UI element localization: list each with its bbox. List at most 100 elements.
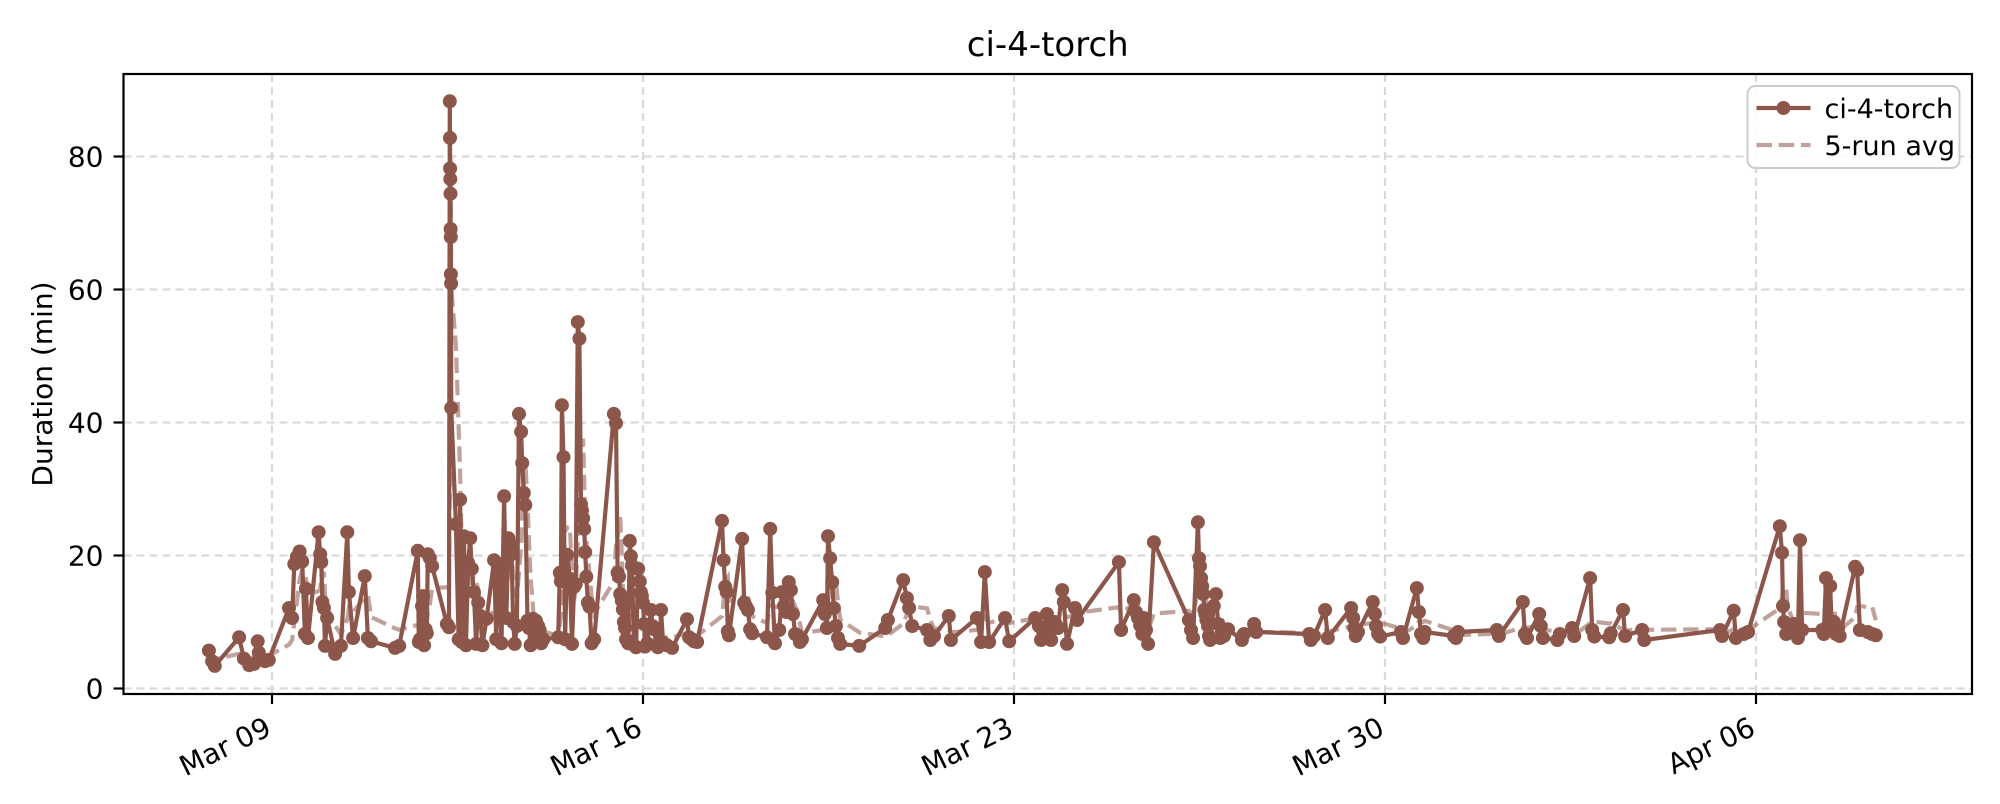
data-point-marker <box>1533 619 1548 633</box>
data-point-marker <box>509 619 524 633</box>
data-point-marker <box>565 636 579 651</box>
data-point-marker <box>463 531 478 546</box>
data-point-marker <box>1060 636 1074 651</box>
chart-title: ci-4-torch <box>967 25 1129 65</box>
data-point-marker <box>719 585 734 600</box>
data-point-marker <box>1044 633 1059 647</box>
data-point-marker <box>612 569 627 584</box>
y-tick-label: 60 <box>68 274 104 307</box>
data-point-marker <box>479 611 494 626</box>
data-point-marker <box>1795 623 1810 637</box>
data-point-marker <box>232 630 247 645</box>
data-point-marker <box>680 612 694 627</box>
data-point-marker <box>1186 631 1201 645</box>
y-tick-label: 80 <box>68 141 104 174</box>
data-point-marker <box>443 230 458 244</box>
data-point-marker <box>464 561 479 576</box>
data-point-marker <box>572 331 587 346</box>
x-tick-label: Mar 16 <box>545 711 647 783</box>
data-point-marker <box>1367 607 1382 621</box>
data-point-marker <box>1603 626 1618 641</box>
data-point-marker <box>364 634 379 649</box>
data-point-marker <box>1823 579 1838 594</box>
data-point-marker <box>941 609 956 623</box>
data-point-marker <box>1051 621 1065 635</box>
data-point-marker <box>442 94 457 109</box>
data-point-marker <box>927 629 941 643</box>
data-point-marker <box>654 603 668 617</box>
data-point-marker <box>516 486 531 500</box>
data-point-marker <box>1775 545 1789 560</box>
data-point-marker <box>1136 611 1151 625</box>
data-point-marker <box>298 581 313 596</box>
data-point-marker <box>285 611 300 625</box>
data-point-marker <box>745 626 760 641</box>
data-point-marker <box>318 638 332 653</box>
data-point-marker <box>1515 595 1530 609</box>
y-tick-label: 40 <box>68 407 104 440</box>
x-tick-label: Mar 30 <box>1287 711 1389 783</box>
data-point-marker <box>823 551 838 566</box>
data-point-marker <box>833 636 848 651</box>
x-tick-label: Mar 23 <box>916 711 1018 783</box>
data-point-marker <box>1237 627 1251 641</box>
data-point-marker <box>783 583 798 598</box>
data-point-marker <box>443 161 458 176</box>
data-point-marker <box>1318 603 1333 617</box>
axis-ticks <box>113 155 1758 704</box>
data-point-marker <box>512 406 526 421</box>
data-point-marker <box>443 186 458 201</box>
data-point-marker <box>443 172 458 187</box>
data-point-marker <box>852 638 867 653</box>
data-point-marker <box>1567 629 1582 643</box>
legend-sample-marker <box>1776 101 1791 115</box>
data-point-marker <box>582 599 597 614</box>
data-point-marker <box>1583 571 1598 586</box>
data-point-marker <box>443 130 457 145</box>
main-series <box>201 94 1883 673</box>
data-point-marker <box>1196 587 1211 602</box>
plot-border <box>122 72 1974 696</box>
data-point-marker <box>1307 629 1321 643</box>
data-point-marker <box>768 636 782 651</box>
data-point-marker <box>1221 622 1236 637</box>
data-point-marker <box>665 640 680 655</box>
data-point-marker <box>504 547 519 562</box>
data-point-marker <box>301 631 315 645</box>
data-point-marker <box>1451 625 1466 639</box>
data-point-marker <box>201 643 216 658</box>
data-point-marker <box>1417 625 1432 639</box>
data-point-marker <box>346 631 361 645</box>
data-point-marker <box>735 531 750 546</box>
data-point-marker <box>969 611 984 625</box>
data-point-marker <box>615 602 630 617</box>
data-point-marker <box>1741 625 1756 639</box>
data-point-marker <box>1114 623 1129 637</box>
data-point-marker <box>1491 629 1506 643</box>
data-point-marker <box>1373 629 1388 644</box>
data-point-marker <box>1055 583 1070 598</box>
data-point-marker <box>320 611 335 625</box>
data-point-marker <box>471 595 486 610</box>
data-point-marker <box>1190 515 1205 530</box>
data-point-marker <box>816 593 831 608</box>
data-point-marker <box>1715 629 1730 643</box>
data-point-marker <box>494 636 509 651</box>
data-point-marker <box>1726 603 1741 618</box>
data-point-marker <box>1193 559 1207 574</box>
data-point-marker <box>416 589 431 604</box>
data-point-marker <box>690 635 705 649</box>
data-point-marker <box>1411 605 1426 619</box>
data-point-marker <box>518 498 533 512</box>
data-point-marker <box>341 585 356 600</box>
data-point-marker <box>977 565 992 580</box>
data-point-marker <box>333 638 348 653</box>
y-tick-labels: 0 20 40 60 80 <box>68 141 104 706</box>
data-point-marker <box>902 601 917 615</box>
data-point-marker <box>1146 535 1161 550</box>
data-point-marker <box>632 574 647 589</box>
data-point-marker <box>721 628 736 643</box>
data-point-marker <box>1396 631 1410 645</box>
data-point-marker <box>250 634 265 649</box>
